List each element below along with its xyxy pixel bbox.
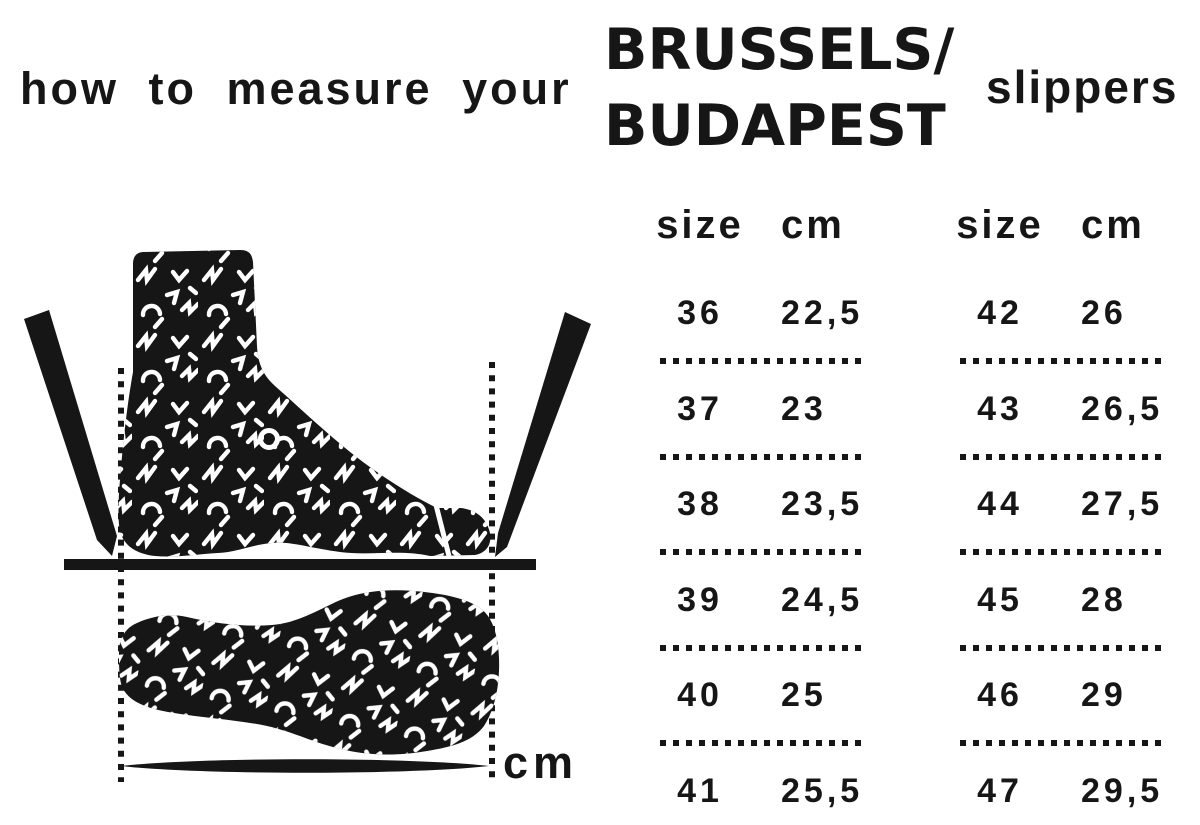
cm-value: 28 (1081, 580, 1127, 619)
table-body: 42 26 43 26,5 44 27,5 45 28 46 29 47 29,5 (945, 285, 1175, 820)
size-row: 46 29 (945, 667, 1175, 724)
size-table-36-41: size cm 36 22,5 37 23 38 23,5 39 24,5 40 25 41 25,5 (645, 0, 875, 825)
dotted-divider (945, 724, 1175, 763)
cm-value: 26 (1081, 294, 1127, 332)
size-column-header: size (956, 203, 1044, 247)
size-column-header: size (656, 203, 744, 247)
size-row: 42 26 (945, 285, 1175, 342)
size-value: 37 (677, 389, 723, 428)
size-row: 36 22,5 (645, 285, 875, 342)
size-value: 46 (977, 676, 1023, 714)
size-row: 37 23 (645, 381, 875, 438)
size-value: 43 (977, 389, 1023, 428)
cm-column-header: cm (781, 203, 845, 247)
pencil-left-icon (24, 310, 117, 556)
dotted-divider (945, 342, 1175, 381)
table-header: size cm (945, 203, 1175, 247)
size-value: 45 (977, 580, 1023, 619)
size-value: 40 (677, 676, 723, 714)
size-row: 38 23,5 (645, 476, 875, 533)
size-value: 39 (677, 580, 723, 619)
cm-value: 27,5 (1081, 485, 1164, 523)
cm-value: 29,5 (1081, 771, 1164, 810)
size-row: 39 24,5 (645, 572, 875, 629)
table-body: 36 22,5 37 23 38 23,5 39 24,5 40 25 41 25,5 (645, 285, 875, 820)
size-value: 41 (677, 771, 723, 810)
product-title-line1: BRUSSELS/ (604, 17, 955, 83)
dotted-divider (945, 438, 1175, 477)
size-table-42-47: size cm 42 26 43 26,5 44 27,5 45 28 46 29 47 29,5 (945, 0, 1175, 825)
pencil-right-icon (495, 312, 591, 557)
size-row: 41 25,5 (645, 763, 875, 820)
foot-sole-view (119, 590, 500, 755)
size-value: 36 (677, 294, 723, 332)
dotted-divider (645, 533, 875, 572)
size-value: 38 (677, 485, 723, 523)
cm-value: 23,5 (781, 485, 864, 523)
toe-notch (433, 504, 452, 557)
ground-line (64, 559, 536, 570)
size-value: 44 (977, 485, 1023, 523)
dotted-divider (645, 629, 875, 668)
cm-value: 26,5 (1081, 389, 1164, 428)
size-row: 44 27,5 (945, 476, 1175, 533)
cm-value: 25 (781, 676, 827, 714)
product-title-suffix: slippers (986, 61, 1179, 113)
cm-column-header: cm (1081, 203, 1145, 247)
size-row: 47 29,5 (945, 763, 1175, 820)
size-value: 47 (977, 771, 1023, 810)
foot-side-view (118, 250, 491, 557)
cm-value: 29 (1081, 676, 1127, 714)
size-row: 40 25 (645, 667, 875, 724)
dotted-divider (945, 533, 1175, 572)
size-value: 42 (977, 294, 1023, 332)
heading-prefix: how to measure your (20, 63, 572, 114)
cm-value: 25,5 (781, 771, 864, 810)
dotted-divider (645, 342, 875, 381)
cm-value: 23 (781, 389, 827, 428)
cm-value: 24,5 (781, 580, 864, 619)
product-title-line2: BUDAPEST (604, 93, 946, 159)
table-header: size cm (645, 203, 875, 247)
size-row: 45 28 (945, 572, 1175, 629)
dotted-divider (645, 438, 875, 477)
dotted-divider (945, 629, 1175, 668)
unit-label: cm (503, 737, 579, 788)
dotted-divider (645, 724, 875, 763)
size-row: 43 26,5 (945, 381, 1175, 438)
ankle-circle-detail (258, 428, 280, 450)
length-measure-line (121, 759, 489, 773)
cm-value: 22,5 (781, 294, 864, 332)
measuring-diagram (24, 250, 591, 782)
